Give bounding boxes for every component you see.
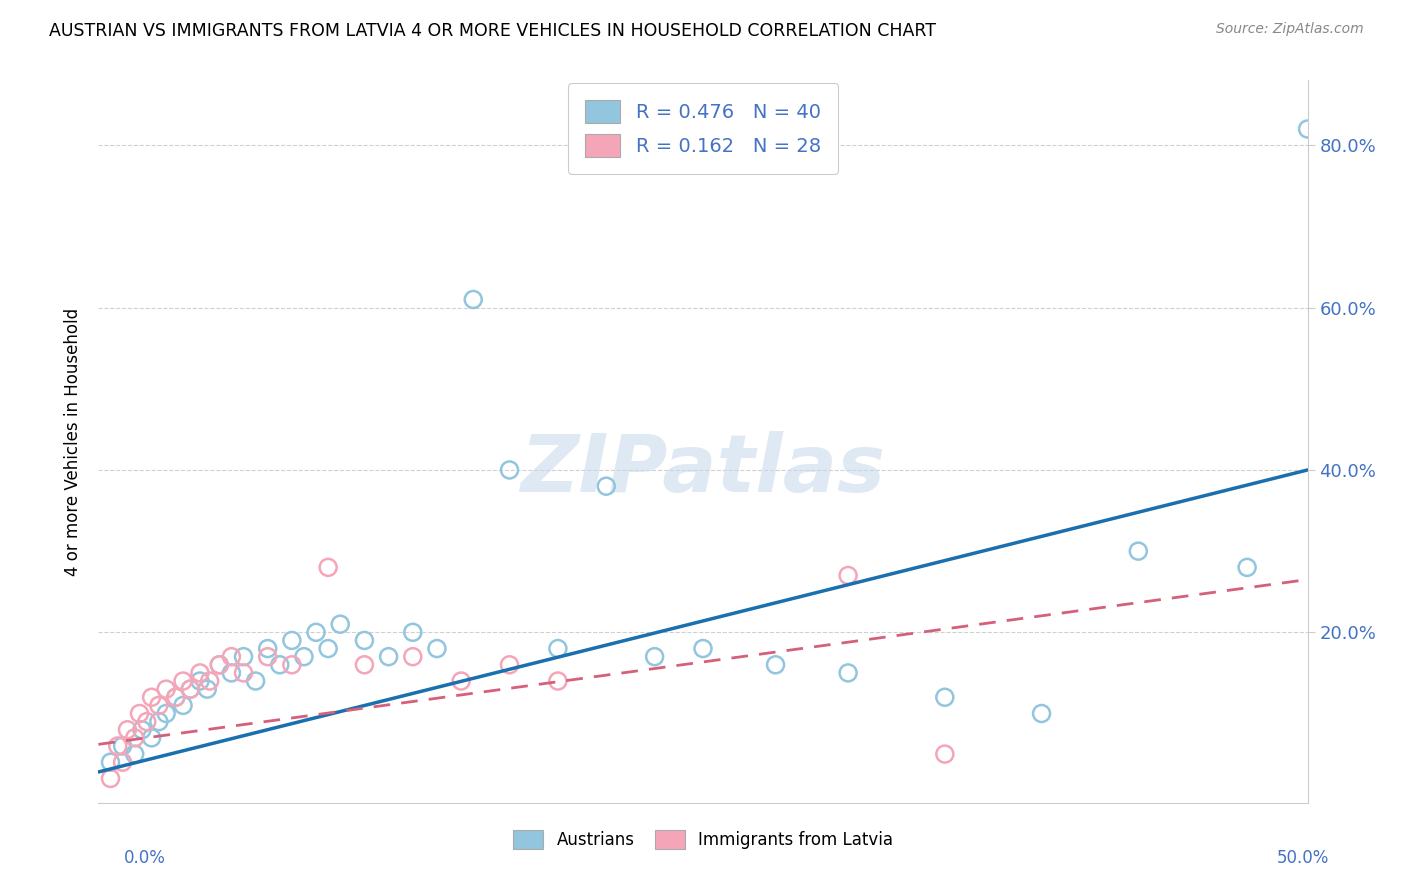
Point [316, 560, 339, 574]
Legend: Austrians, Immigrants from Latvia: Austrians, Immigrants from Latvia [506, 823, 900, 856]
Point [172, 698, 194, 713]
Point [1236, 560, 1258, 574]
Point [256, 641, 278, 656]
Point [128, 706, 150, 721]
Point [188, 673, 211, 688]
Point [165, 690, 187, 705]
Point [837, 665, 859, 680]
Point [111, 755, 134, 769]
Point [232, 665, 254, 680]
Point [208, 657, 231, 672]
Point [155, 706, 177, 721]
Point [353, 657, 375, 672]
Point [377, 649, 399, 664]
Point [100, 755, 122, 769]
Point [934, 747, 956, 761]
Text: 0.0%: 0.0% [124, 849, 166, 867]
Point [547, 641, 569, 656]
Text: 50.0%: 50.0% [1277, 849, 1329, 867]
Point [124, 731, 146, 745]
Point [245, 673, 267, 688]
Point [256, 649, 278, 664]
Point [188, 665, 211, 680]
Point [179, 682, 201, 697]
Point [179, 682, 201, 697]
Point [269, 657, 291, 672]
Point [837, 568, 859, 582]
Point [148, 714, 170, 729]
Point [165, 690, 187, 705]
Point [1031, 706, 1053, 721]
Point [172, 673, 194, 688]
Text: ZIPatlas: ZIPatlas [520, 432, 886, 509]
Point [463, 293, 485, 307]
Point [107, 739, 129, 753]
Point [221, 649, 243, 664]
Point [100, 772, 122, 786]
Point [292, 649, 315, 664]
Point [450, 673, 472, 688]
Point [117, 723, 139, 737]
Point [1296, 122, 1319, 136]
Point [141, 690, 163, 705]
Point [124, 747, 146, 761]
Text: AUSTRIAN VS IMMIGRANTS FROM LATVIA 4 OR MORE VEHICLES IN HOUSEHOLD CORRELATION C: AUSTRIAN VS IMMIGRANTS FROM LATVIA 4 OR … [49, 22, 936, 40]
Point [195, 682, 218, 697]
Point [148, 698, 170, 713]
Point [765, 657, 787, 672]
Point [155, 682, 177, 697]
Point [934, 690, 956, 705]
Point [402, 625, 425, 640]
Point [221, 665, 243, 680]
Point [329, 617, 352, 632]
Point [208, 657, 231, 672]
Point [281, 657, 304, 672]
Text: Source: ZipAtlas.com: Source: ZipAtlas.com [1216, 22, 1364, 37]
Point [426, 641, 449, 656]
Point [135, 714, 157, 729]
Point [281, 633, 304, 648]
Point [498, 657, 520, 672]
Point [111, 739, 134, 753]
Point [402, 649, 425, 664]
Point [232, 649, 254, 664]
Point [1128, 544, 1150, 558]
Point [316, 641, 339, 656]
Point [141, 731, 163, 745]
Point [644, 649, 666, 664]
Point [547, 673, 569, 688]
Y-axis label: 4 or more Vehicles in Household: 4 or more Vehicles in Household [65, 308, 83, 575]
Point [353, 633, 375, 648]
Point [305, 625, 328, 640]
Point [692, 641, 714, 656]
Point [595, 479, 617, 493]
Point [198, 673, 221, 688]
Point [498, 463, 520, 477]
Point [131, 723, 153, 737]
